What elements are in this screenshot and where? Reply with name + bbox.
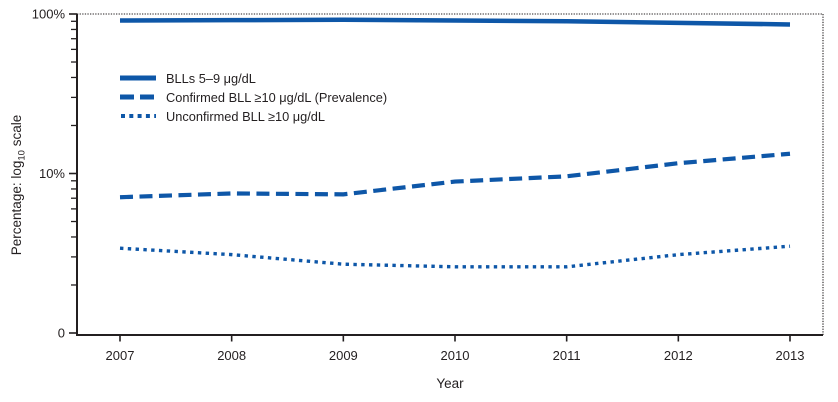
- legend: BLLs 5–9 μg/dL Confirmed BLL ≥10 μg/dL (…: [120, 69, 387, 125]
- x-axis-tick-label: 2010: [441, 348, 470, 363]
- x-axis-tick-label: 2012: [664, 348, 693, 363]
- y-axis-title-subscript: 10: [16, 150, 28, 161]
- series-line-dotted: [119, 244, 791, 269]
- y-axis-title-suffix: scale: [9, 114, 24, 151]
- x-axis-tick-label: 2013: [776, 348, 805, 363]
- x-axis-tick-label: 2011: [553, 348, 581, 363]
- legend-label: Unconfirmed BLL ≥10 μg/dL: [166, 108, 326, 124]
- y-axis-tick-label: 100%: [32, 7, 66, 22]
- legend-label: BLLs 5–9 μg/dL: [166, 70, 256, 86]
- series-line-solid: [119, 17, 791, 27]
- x-axis-tick-label: 2007: [106, 348, 135, 363]
- x-axis-title: Year: [436, 376, 464, 391]
- legend-label: Confirmed BLL ≥10 μg/dL (Prevalence): [166, 89, 388, 105]
- legend-item: BLLs 5–9 μg/dL: [120, 69, 387, 87]
- legend-item: Unconfirmed BLL ≥10 μg/dL: [120, 107, 387, 125]
- y-axis-title-prefix: Percentage: log: [9, 160, 24, 256]
- legend-swatch-solid-line-icon: [120, 75, 156, 81]
- legend-item: Confirmed BLL ≥10 μg/dL (Prevalence): [120, 88, 387, 106]
- y-axis-tick-label: 10%: [39, 166, 65, 181]
- x-axis-tick-label: 2009: [329, 348, 358, 363]
- y-axis-title: Percentage: log10 scale: [9, 100, 28, 270]
- legend-swatch-dotted-line-icon: [121, 114, 156, 118]
- x-axis-tick-label: 2008: [217, 348, 246, 363]
- legend-swatch-dashed-line-icon: [120, 94, 156, 100]
- y-axis-tick-label: 0: [58, 326, 65, 341]
- series-line-dashed: [119, 151, 791, 200]
